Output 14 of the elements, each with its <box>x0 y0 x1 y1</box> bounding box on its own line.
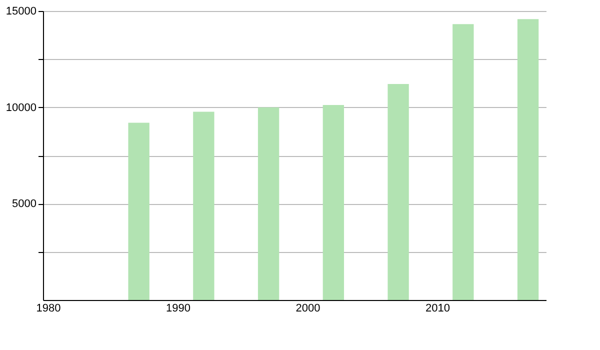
bar <box>452 24 474 300</box>
bar <box>128 122 150 300</box>
x-tick-label: 1990 <box>166 302 190 314</box>
x-tick-label: 2010 <box>425 302 450 314</box>
y-tick-label: 5000 <box>12 198 36 210</box>
bar <box>322 105 344 300</box>
bar <box>517 19 539 300</box>
y-tick-label: 15000 <box>6 6 36 18</box>
bar <box>193 112 214 300</box>
x-tick-label: 1980 <box>36 302 61 314</box>
bar <box>388 84 409 300</box>
bar <box>258 107 280 300</box>
y-tick-label: 10000 <box>6 102 36 114</box>
x-tick-label: 2000 <box>296 302 320 314</box>
